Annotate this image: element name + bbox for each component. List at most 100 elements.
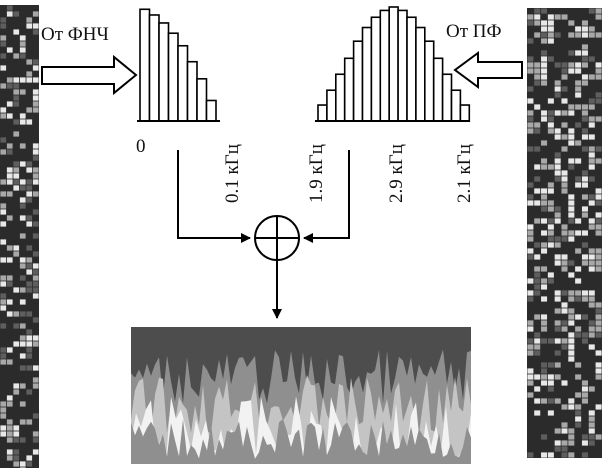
left-strip-cell: [6, 299, 13, 305]
right-strip-cell: [595, 98, 602, 104]
left-strip-cell: [6, 425, 13, 431]
left-strip-cell: [0, 431, 7, 437]
right-strip-cell: [568, 20, 575, 26]
right-strip-cell: [547, 200, 554, 206]
right-strip-cell: [588, 200, 595, 206]
right-strip-cell: [588, 296, 595, 302]
left-strip-cell: [13, 89, 20, 95]
lpf-input-arrow-icon: [41, 54, 138, 96]
right-strip-cell: [541, 116, 548, 122]
right-strip-cell: [547, 242, 554, 248]
right-strip-cell: [547, 182, 554, 188]
right-strip-cell: [554, 92, 561, 98]
left-strip-cell: [0, 413, 7, 419]
lpf-spectrum-bar: [205, 99, 217, 122]
left-strip-cell: [26, 461, 33, 467]
right-strip-cell: [527, 116, 534, 122]
right-strip-cell: [588, 428, 595, 434]
right-strip-cell: [534, 176, 541, 182]
right-strip-cell: [568, 290, 575, 296]
right-strip-cell: [534, 104, 541, 110]
right-strip-cell: [534, 122, 541, 128]
right-strip-cell: [568, 452, 575, 458]
right-strip-cell: [575, 410, 582, 416]
left-strip-cell: [6, 275, 13, 281]
left-strip-cell: [19, 41, 26, 47]
bpf-spectrum-bar: [388, 6, 399, 122]
right-strip-cell: [588, 344, 595, 350]
right-strip-cell: [541, 266, 548, 272]
left-strip-cell: [32, 449, 39, 455]
right-strip-cell: [561, 266, 568, 272]
right-strip-cell: [527, 38, 534, 44]
right-strip-cell: [568, 434, 575, 440]
right-strip-cell: [534, 278, 541, 284]
left-strip-cell: [26, 389, 33, 395]
left-strip-cell: [26, 269, 33, 275]
right-strip-cell: [527, 338, 534, 344]
right-strip-cell: [534, 410, 541, 416]
right-strip-cell: [534, 338, 541, 344]
right-strip-cell: [581, 452, 588, 458]
right-strip-cell: [588, 440, 595, 446]
right-strip-cell: [547, 56, 554, 62]
right-strip-cell: [547, 374, 554, 380]
right-strip-cell: [547, 236, 554, 242]
left-strip-cell: [19, 113, 26, 119]
right-strip-cell: [541, 374, 548, 380]
right-strip-cell: [534, 74, 541, 80]
left-strip-cell: [6, 173, 13, 179]
left-strip-cell: [19, 365, 26, 371]
right-strip-cell: [561, 320, 568, 326]
bpf-to-adder-line: [303, 150, 350, 243]
left-strip-cell: [6, 395, 13, 401]
right-strip-cell: [534, 164, 541, 170]
right-strip-cell: [568, 104, 575, 110]
right-strip-cell: [527, 374, 534, 380]
left-strip-cell: [19, 311, 26, 317]
bpf-spectrum-bar: [450, 89, 462, 122]
right-strip-cell: [581, 182, 588, 188]
left-strip-cell: [0, 257, 7, 263]
right-strip-cell: [581, 338, 588, 344]
right-strip-cell: [561, 176, 568, 182]
right-strip-cell: [568, 218, 575, 224]
right-strip-cell: [547, 116, 554, 122]
right-strip-cell: [588, 32, 595, 38]
right-strip-cell: [575, 290, 582, 296]
right-strip-cell: [554, 338, 561, 344]
right-strip-cell: [561, 446, 568, 452]
left-strip-cell: [13, 167, 20, 173]
lpf-spectrum: [139, 8, 217, 122]
right-strip-cell: [588, 254, 595, 260]
left-strip-cell: [32, 275, 39, 281]
right-strip-cell: [527, 56, 534, 62]
right-strip-cell: [547, 380, 554, 386]
right-strip-cell: [568, 140, 575, 146]
right-strip-cell: [541, 368, 548, 374]
right-strip-cell: [588, 434, 595, 440]
right-strip-cell: [581, 440, 588, 446]
right-strip-cell: [554, 62, 561, 68]
lpf-axis-start-label: 0: [136, 136, 146, 157]
right-strip-cell: [554, 290, 561, 296]
right-strip-cell: [547, 164, 554, 170]
left-strip-cell: [32, 293, 39, 299]
right-strip-cell: [541, 140, 548, 146]
left-strip-cell: [0, 209, 7, 215]
left-strip-cell: [19, 419, 26, 425]
right-strip-cell: [575, 92, 582, 98]
right-strip-cell: [527, 194, 534, 200]
left-strip-cell: [0, 41, 7, 47]
right-strip-cell: [561, 230, 568, 236]
left-strip-cell: [26, 185, 33, 191]
left-strip-cell: [26, 419, 33, 425]
right-strip-cell: [588, 218, 595, 224]
lpf-to-adder-line: [177, 150, 251, 243]
right-strip-cell: [527, 290, 534, 296]
right-strip-cell: [568, 440, 575, 446]
left-strip-cell: [32, 251, 39, 257]
right-strip-cell: [588, 98, 595, 104]
left-strip-cell: [13, 53, 20, 59]
right-strip-cell: [595, 350, 602, 356]
